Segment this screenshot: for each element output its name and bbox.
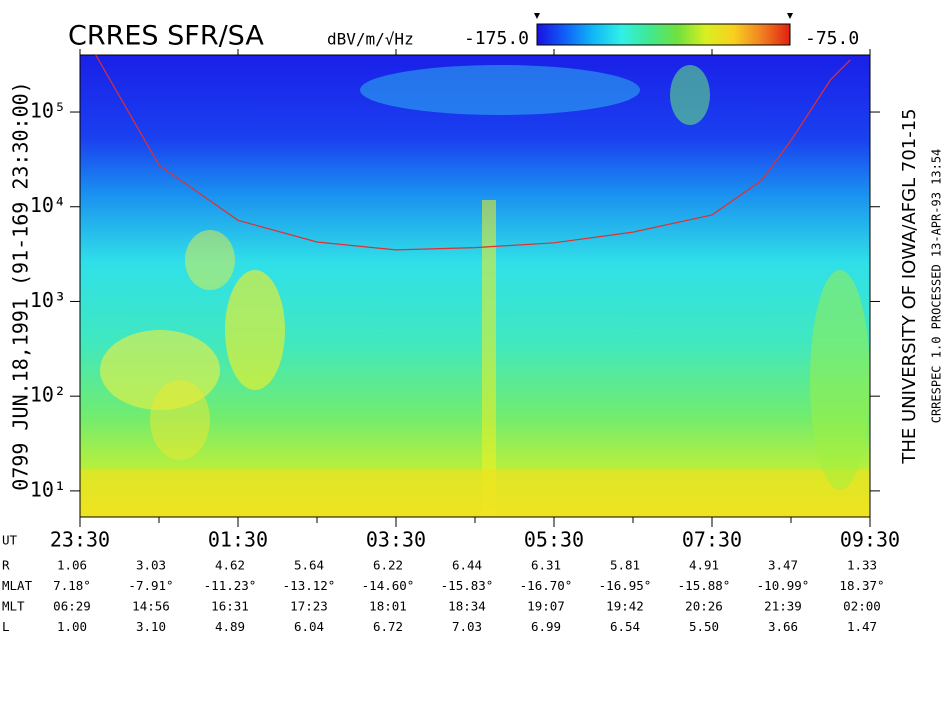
ephemeris-value: 5.50 — [689, 619, 719, 634]
ephemeris-value: 5.64 — [294, 558, 324, 573]
ephemeris-value: 21:39 — [764, 599, 802, 614]
y-tick-label: 10² — [30, 383, 66, 407]
ephemeris-value: 17:23 — [290, 599, 328, 614]
ephemeris-value: -16.70° — [520, 578, 573, 593]
ephemeris-value: 06:29 — [53, 599, 91, 614]
y-tick-label: 10⁵ — [30, 99, 66, 123]
title: CRRES SFR/SA — [68, 21, 264, 52]
ephemeris-label: MLAT — [2, 578, 33, 593]
ephemeris-value: 7.03 — [452, 619, 482, 634]
colorbar-tick-label: -75.0 — [805, 28, 859, 49]
ephemeris-value: 20:26 — [685, 599, 723, 614]
x-tick-label: 09:30 — [840, 528, 900, 552]
ephemeris-value: 6.04 — [294, 619, 324, 634]
x-tick-label: 05:30 — [524, 528, 584, 552]
ephemeris-value: 3.03 — [136, 558, 166, 573]
x-tick-label: 03:30 — [366, 528, 426, 552]
y-tick-label: 10³ — [30, 288, 66, 312]
x-tick-label: 07:30 — [682, 528, 742, 552]
ephemeris-value: 19:07 — [527, 599, 565, 614]
plasma-line — [95, 54, 851, 251]
ephemeris-value: -15.88° — [678, 578, 731, 593]
ephemeris-value: 3.66 — [768, 619, 798, 634]
ephemeris-value: 3.10 — [136, 619, 166, 634]
ephemeris-value: -7.91° — [128, 578, 173, 593]
ephemeris-value: 1.33 — [847, 558, 877, 573]
ephemeris-value: 19:42 — [606, 599, 644, 614]
ephemeris-value: 4.89 — [215, 619, 245, 634]
x-tick-label: 23:30 — [50, 528, 110, 552]
ephemeris-label: L — [2, 619, 10, 634]
colorbar — [536, 23, 791, 46]
ephemeris-value: 02:00 — [843, 599, 881, 614]
ephemeris-value: -16.95° — [599, 578, 652, 593]
spectrogram — [80, 55, 870, 517]
ephemeris-value: 3.47 — [768, 558, 798, 573]
ephemeris-label: MLT — [2, 599, 25, 614]
ephemeris-value: -13.12° — [283, 578, 336, 593]
ephemeris-value: 6.22 — [373, 558, 403, 573]
ephemeris-value: 7.18° — [53, 578, 91, 593]
y-tick-label: 10⁴ — [30, 193, 66, 217]
ephemeris-value: 4.91 — [689, 558, 719, 573]
x-tick-label: 01:30 — [208, 528, 268, 552]
ephemeris-label: R — [2, 558, 10, 573]
ephemeris-value: 6.99 — [531, 619, 561, 634]
ephemeris-value: 14:56 — [132, 599, 170, 614]
y-tick-label: 10¹ — [30, 477, 66, 501]
ephemeris-value: 1.47 — [847, 619, 877, 634]
ephemeris-value: -11.23° — [204, 578, 257, 593]
ephemeris-value: 6.44 — [452, 558, 482, 573]
ut-label: UT — [2, 533, 18, 548]
ephemeris-value: 1.06 — [57, 558, 87, 573]
ephemeris-value: 16:31 — [211, 599, 249, 614]
colorbar-unit: dBV/m/√Hz — [327, 30, 414, 49]
colorbar-marker — [787, 13, 793, 19]
right-sublabel: CRRESPEC 1.0 PROCESSED 13-APR-93 13:54 — [930, 149, 944, 424]
ephemeris-value: 18:34 — [448, 599, 486, 614]
colorbar-tick-label: -175.0 — [464, 28, 529, 49]
ephemeris-value: 18:01 — [369, 599, 407, 614]
ephemeris-value: 5.81 — [610, 558, 640, 573]
colorbar-marker — [534, 13, 540, 19]
ephemeris-value: -10.99° — [757, 578, 810, 593]
ephemeris-value: 6.72 — [373, 619, 403, 634]
ephemeris-value: 4.62 — [215, 558, 245, 573]
ephemeris-value: 1.00 — [57, 619, 87, 634]
ephemeris-value: -15.83° — [441, 578, 494, 593]
ephemeris-value: 6.54 — [610, 619, 640, 634]
ephemeris-value: -14.60° — [362, 578, 415, 593]
right-label: THE UNIVERSITY OF IOWA/AFGL 701-15 — [899, 108, 920, 464]
left-label: 0799 JUN.18,1991 (91-169 23:30:00) — [9, 81, 33, 490]
ephemeris-value: 18.37° — [839, 578, 884, 593]
ephemeris-value: 6.31 — [531, 558, 561, 573]
